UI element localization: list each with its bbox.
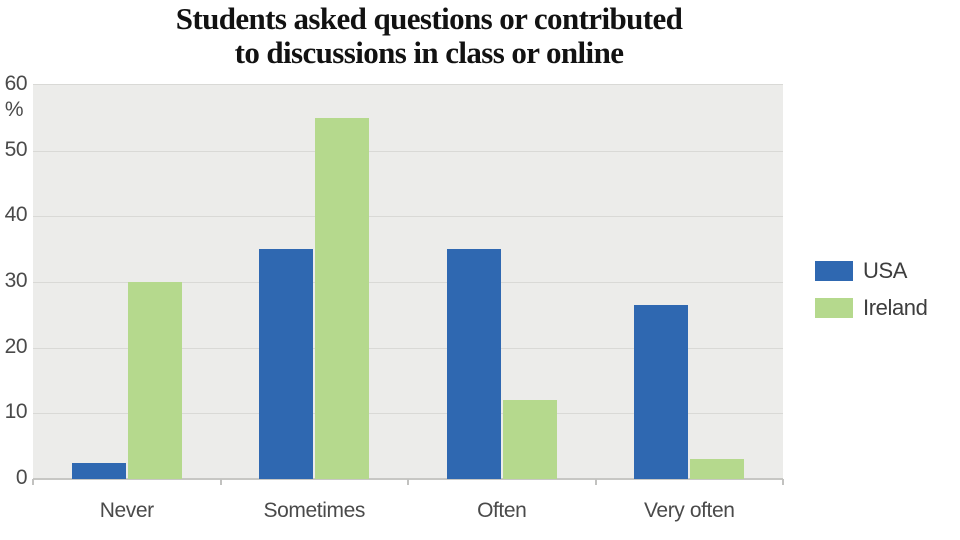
bar-usa-never [71,462,126,479]
legend-label-usa: USA [863,258,908,283]
gridline-30 [33,282,783,283]
legend-swatch-usa [815,261,853,281]
legend-label-ireland: Ireland [863,295,928,320]
bar-usa-often [446,249,501,479]
x-axis-label-sometimes: Sometimes [263,499,366,522]
chart-title-line-2: to discussions in class or online [234,35,624,70]
x-axis-label-often: Often [477,499,527,522]
gridline-20 [33,347,783,349]
y-axis-label-50: 50 [4,137,28,161]
gridline-40 [33,216,783,218]
bar-ireland-sometimes [315,117,370,479]
x-axis-tick [32,479,34,485]
y-axis-label-40: 40 [4,203,28,227]
chart-title: Students asked questions or contributed … [0,2,858,70]
y-axis-unit-label: % [4,98,24,121]
bar-ireland-very-often [690,459,745,479]
gridline-10 [33,413,783,415]
x-axis-tick [219,479,222,485]
bar-ireland-often [502,400,557,479]
plot-area [33,84,783,480]
x-axis-tick [407,479,409,485]
y-axis-label-20: 20 [4,334,28,358]
y-axis-label-30: 30 [4,269,28,292]
y-axis-label-10: 10 [4,400,28,424]
x-axis-tick [594,479,597,485]
x-axis-label-very-often: Very often [643,499,735,522]
chart-title-line-1: Students asked questions or contributed [175,1,683,36]
x-axis-tick [782,479,784,485]
legend-swatch-ireland [815,298,853,318]
y-axis-label-60: 60 [4,72,28,95]
x-axis-label-never: Never [99,499,154,522]
bar-usa-sometimes [259,249,314,479]
bar-ireland-never [127,282,182,479]
y-axis-label-0: 0 [15,466,28,489]
gridline-50 [33,150,783,152]
bar-usa-very-often [634,304,689,479]
